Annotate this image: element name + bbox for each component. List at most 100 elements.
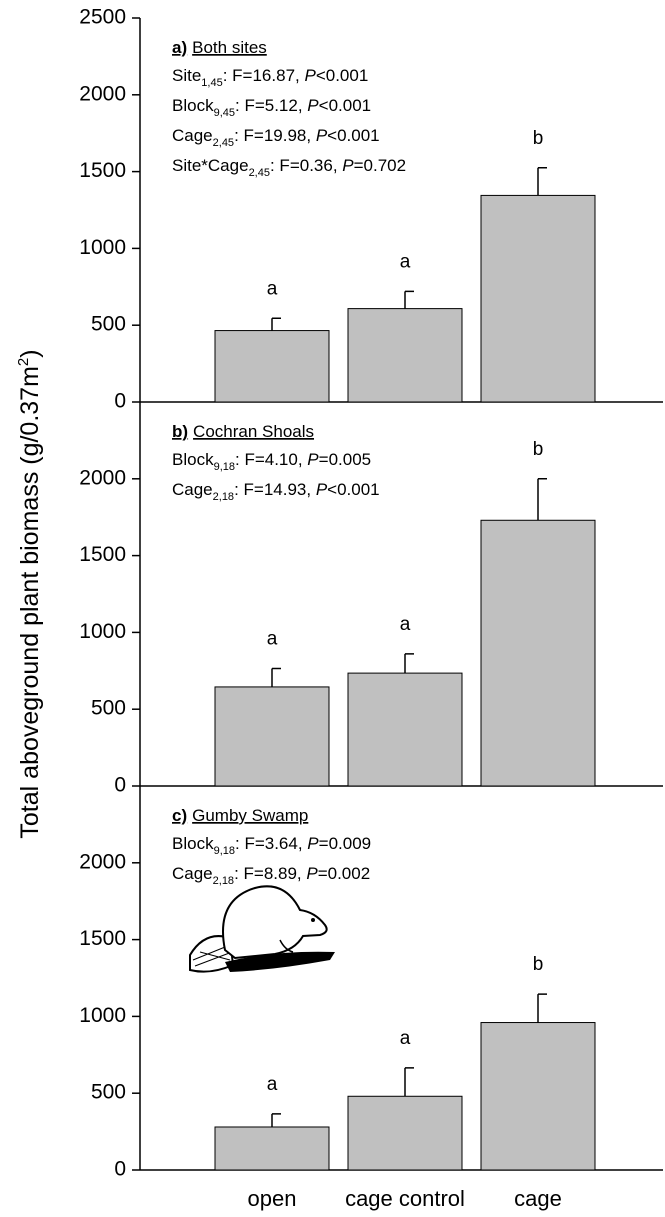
- panel-title: c) Gumby Swamp: [172, 806, 308, 825]
- stat-line: Cage2,18: F=8.89, P=0.002: [172, 864, 370, 887]
- stat-f: : F=14.93,: [234, 480, 316, 499]
- y-tick-label: 0: [114, 1158, 126, 1181]
- error-bar: [271, 667, 281, 687]
- stat-p: P: [307, 96, 319, 115]
- stat-line: Site*Cage2,45: F=0.36, P=0.702: [172, 156, 406, 179]
- stat-f: : F=0.36,: [270, 156, 342, 175]
- stat-term: Block: [172, 96, 214, 115]
- error-bar: [271, 1113, 281, 1127]
- y-tick-label: 1500: [79, 927, 126, 950]
- stat-pval: =0.005: [319, 450, 371, 469]
- stat-df: 2,45: [249, 167, 270, 179]
- bar: [214, 686, 330, 787]
- stat-f: : F=4.10,: [235, 450, 307, 469]
- stat-df: 9,18: [214, 461, 235, 473]
- stat-pval: =0.702: [354, 156, 406, 175]
- bar: [480, 1022, 596, 1171]
- error-bar: [404, 290, 414, 309]
- stat-p: P: [306, 864, 318, 883]
- stat-term: Block: [172, 834, 214, 853]
- error-bar: [404, 1067, 414, 1097]
- y-tick-label: 500: [91, 1081, 126, 1104]
- y-tick-label: 1000: [79, 620, 126, 643]
- y-tick-label: 0: [114, 390, 126, 413]
- bar: [347, 672, 463, 787]
- stat-term: Cage: [172, 864, 213, 883]
- significance-letter: b: [533, 439, 544, 460]
- stat-line: Block9,18: F=4.10, P=0.005: [172, 450, 371, 473]
- panel-name: Both sites: [192, 38, 267, 57]
- x-tick-label: cage control: [345, 1186, 465, 1211]
- y-tick-label: 1000: [79, 1004, 126, 1027]
- stat-pval: <0.001: [319, 96, 371, 115]
- y-tick-label: 1000: [79, 236, 126, 259]
- error-bar: [537, 478, 547, 521]
- significance-letter: a: [267, 278, 278, 299]
- x-tick-label: open: [248, 1186, 297, 1211]
- stat-df: 2,18: [213, 491, 234, 503]
- stat-f: : F=16.87,: [223, 66, 305, 85]
- significance-letter: a: [267, 628, 278, 649]
- y-tick-label: 2000: [79, 466, 126, 489]
- y-tick-label: 500: [91, 697, 126, 720]
- error-bar: [537, 167, 547, 196]
- stat-f: : F=5.12,: [235, 96, 307, 115]
- significance-letter: a: [400, 1028, 411, 1049]
- stat-term: Cage: [172, 480, 213, 499]
- stat-term: Block: [172, 450, 214, 469]
- y-axis-label-sup: 2: [15, 358, 32, 366]
- y-tick-label: 500: [91, 313, 126, 336]
- beaver-icon: [189, 885, 335, 973]
- y-tick-label: 1500: [79, 159, 126, 182]
- stat-pval: =0.009: [319, 834, 371, 853]
- stat-pval: <0.001: [327, 480, 379, 499]
- stat-term: Site: [172, 66, 201, 85]
- error-bar: [404, 653, 414, 674]
- y-tick-label: 2000: [79, 82, 126, 105]
- significance-letter: a: [267, 1074, 278, 1095]
- significance-letter: a: [400, 251, 411, 272]
- significance-letter: b: [533, 128, 544, 149]
- stat-term: Cage: [172, 126, 213, 145]
- panel-letter: b): [172, 422, 188, 441]
- stat-line: Block9,18: F=3.64, P=0.009: [172, 834, 371, 857]
- y-axis-label-text: Total aboveground plant biomass (g/0.37m: [16, 366, 44, 839]
- stat-p: P: [307, 450, 319, 469]
- stat-pval: =0.002: [318, 864, 370, 883]
- y-axis-label: Total aboveground plant biomass (g/0.37m…: [15, 349, 44, 838]
- error-bar: [271, 317, 281, 331]
- panel-letter: c): [172, 806, 187, 825]
- stat-df: 2,18: [213, 875, 234, 887]
- significance-letter: b: [533, 954, 544, 975]
- stat-df: 1,45: [201, 77, 222, 89]
- stat-f: : F=8.89,: [234, 864, 306, 883]
- panel-title: b) Cochran Shoals: [172, 422, 314, 441]
- y-axis-label-close: ): [16, 349, 44, 357]
- bar: [480, 194, 596, 403]
- stat-f: : F=3.64,: [235, 834, 307, 853]
- stat-df: 9,45: [214, 107, 235, 119]
- stat-p: P: [316, 126, 328, 145]
- y-tick-label: 2000: [79, 850, 126, 873]
- stat-p: P: [342, 156, 354, 175]
- stat-line: Cage2,45: F=19.98, P<0.001: [172, 126, 380, 149]
- stat-term: Site*Cage: [172, 156, 249, 175]
- stat-line: Block9,45: F=5.12, P<0.001: [172, 96, 371, 119]
- stat-pval: <0.001: [316, 66, 368, 85]
- bar: [214, 330, 330, 403]
- panel-title: a) Both sites: [172, 38, 267, 57]
- bar: [214, 1126, 330, 1171]
- panel-letter: a): [172, 38, 187, 57]
- stat-df: 2,45: [213, 137, 234, 149]
- stat-df: 9,18: [214, 845, 235, 857]
- stat-pval: <0.001: [327, 126, 379, 145]
- significance-letter: a: [400, 614, 411, 635]
- bar: [347, 308, 463, 403]
- stat-line: Cage2,18: F=14.93, P<0.001: [172, 480, 380, 503]
- x-tick-label: cage: [514, 1186, 562, 1211]
- y-tick-label: 2500: [79, 6, 126, 29]
- panel-name: Gumby Swamp: [192, 806, 308, 825]
- panel-name: Cochran Shoals: [193, 422, 314, 441]
